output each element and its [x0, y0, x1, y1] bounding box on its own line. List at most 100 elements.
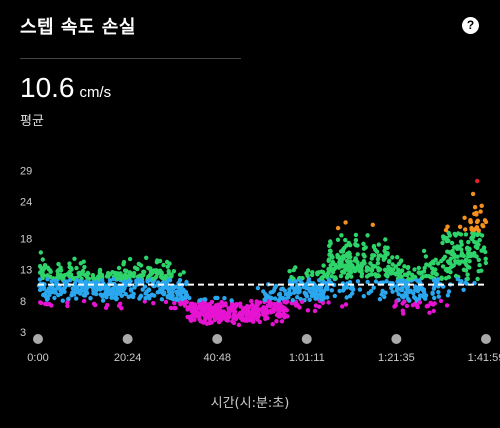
average-unit: cm/s [79, 84, 112, 101]
data-point [479, 268, 484, 273]
data-point [158, 274, 164, 279]
data-point [114, 292, 119, 297]
data-point [183, 294, 189, 300]
data-point [429, 301, 434, 306]
data-point [327, 248, 333, 253]
data-point [202, 320, 207, 325]
data-point [138, 263, 144, 268]
data-point [412, 267, 417, 272]
data-point [368, 261, 373, 266]
data-point [341, 247, 346, 252]
data-point [425, 303, 431, 309]
question-circle-icon[interactable]: ? [462, 17, 479, 34]
data-point [481, 224, 486, 229]
x-tick-marker [33, 334, 43, 344]
data-point [442, 254, 448, 259]
data-point [415, 304, 420, 310]
data-point [353, 238, 359, 243]
data-point [343, 302, 349, 307]
data-point [166, 269, 171, 274]
data-point [198, 319, 203, 324]
data-point [440, 240, 445, 246]
data-point [359, 268, 364, 273]
data-point [50, 285, 55, 290]
data-point [115, 288, 120, 293]
data-point [144, 255, 149, 260]
data-point [233, 316, 239, 322]
data-point [326, 300, 331, 305]
data-point [462, 215, 467, 220]
data-point [348, 286, 354, 291]
data-point [417, 293, 423, 298]
data-point [329, 253, 334, 258]
data-point [364, 265, 370, 270]
data-point [463, 268, 469, 273]
data-point [207, 317, 212, 322]
data-point [192, 308, 197, 313]
data-point [247, 314, 253, 320]
data-point [214, 314, 220, 320]
data-point [170, 286, 176, 291]
data-point [479, 248, 484, 253]
data-point [172, 300, 177, 306]
data-point [123, 291, 128, 297]
data-point [448, 260, 453, 266]
data-point [446, 275, 451, 280]
data-point [400, 308, 405, 313]
data-point [471, 231, 476, 236]
average-value: 10.6 [20, 72, 75, 103]
data-point [467, 259, 472, 264]
data-point [116, 265, 122, 271]
data-point [404, 303, 410, 309]
data-point [468, 219, 473, 225]
data-point [449, 240, 455, 246]
y-tick-label: 18 [20, 234, 32, 246]
data-point [325, 295, 330, 300]
data-point [175, 297, 180, 302]
data-point [440, 264, 446, 269]
data-point [346, 255, 351, 260]
data-point [344, 243, 349, 248]
data-point [238, 316, 244, 321]
data-point [417, 300, 423, 305]
data-point [376, 273, 382, 279]
data-point [421, 293, 426, 298]
data-point [435, 277, 440, 282]
data-point [226, 308, 232, 313]
data-point [440, 234, 446, 239]
data-point [295, 290, 301, 295]
data-point [463, 257, 469, 263]
data-point [276, 298, 281, 303]
data-point [319, 297, 324, 302]
data-point [478, 209, 483, 214]
data-point [422, 265, 427, 271]
data-point [355, 252, 360, 257]
data-point [50, 289, 56, 295]
data-point [287, 290, 292, 295]
data-point [277, 311, 283, 317]
data-point [358, 264, 363, 269]
data-point [348, 243, 353, 248]
data-point [287, 269, 292, 274]
data-point [444, 303, 450, 308]
data-point [68, 265, 74, 271]
data-point [344, 258, 350, 264]
data-point [97, 270, 103, 275]
data-point [321, 289, 327, 294]
data-point [474, 225, 480, 230]
data-point [412, 284, 418, 290]
data-point [207, 320, 212, 326]
data-point [185, 314, 190, 320]
data-point [56, 292, 61, 298]
data-point [471, 253, 477, 258]
data-point [65, 303, 70, 309]
data-point [162, 280, 168, 285]
data-point [291, 267, 296, 273]
data-point [282, 306, 288, 311]
data-point [357, 287, 363, 292]
data-point [397, 287, 402, 292]
page-title: 스텝 속도 손실 [20, 17, 136, 38]
data-point [212, 310, 218, 316]
data-point [483, 260, 489, 266]
x-tick-label: 1:41:59 [468, 352, 500, 364]
